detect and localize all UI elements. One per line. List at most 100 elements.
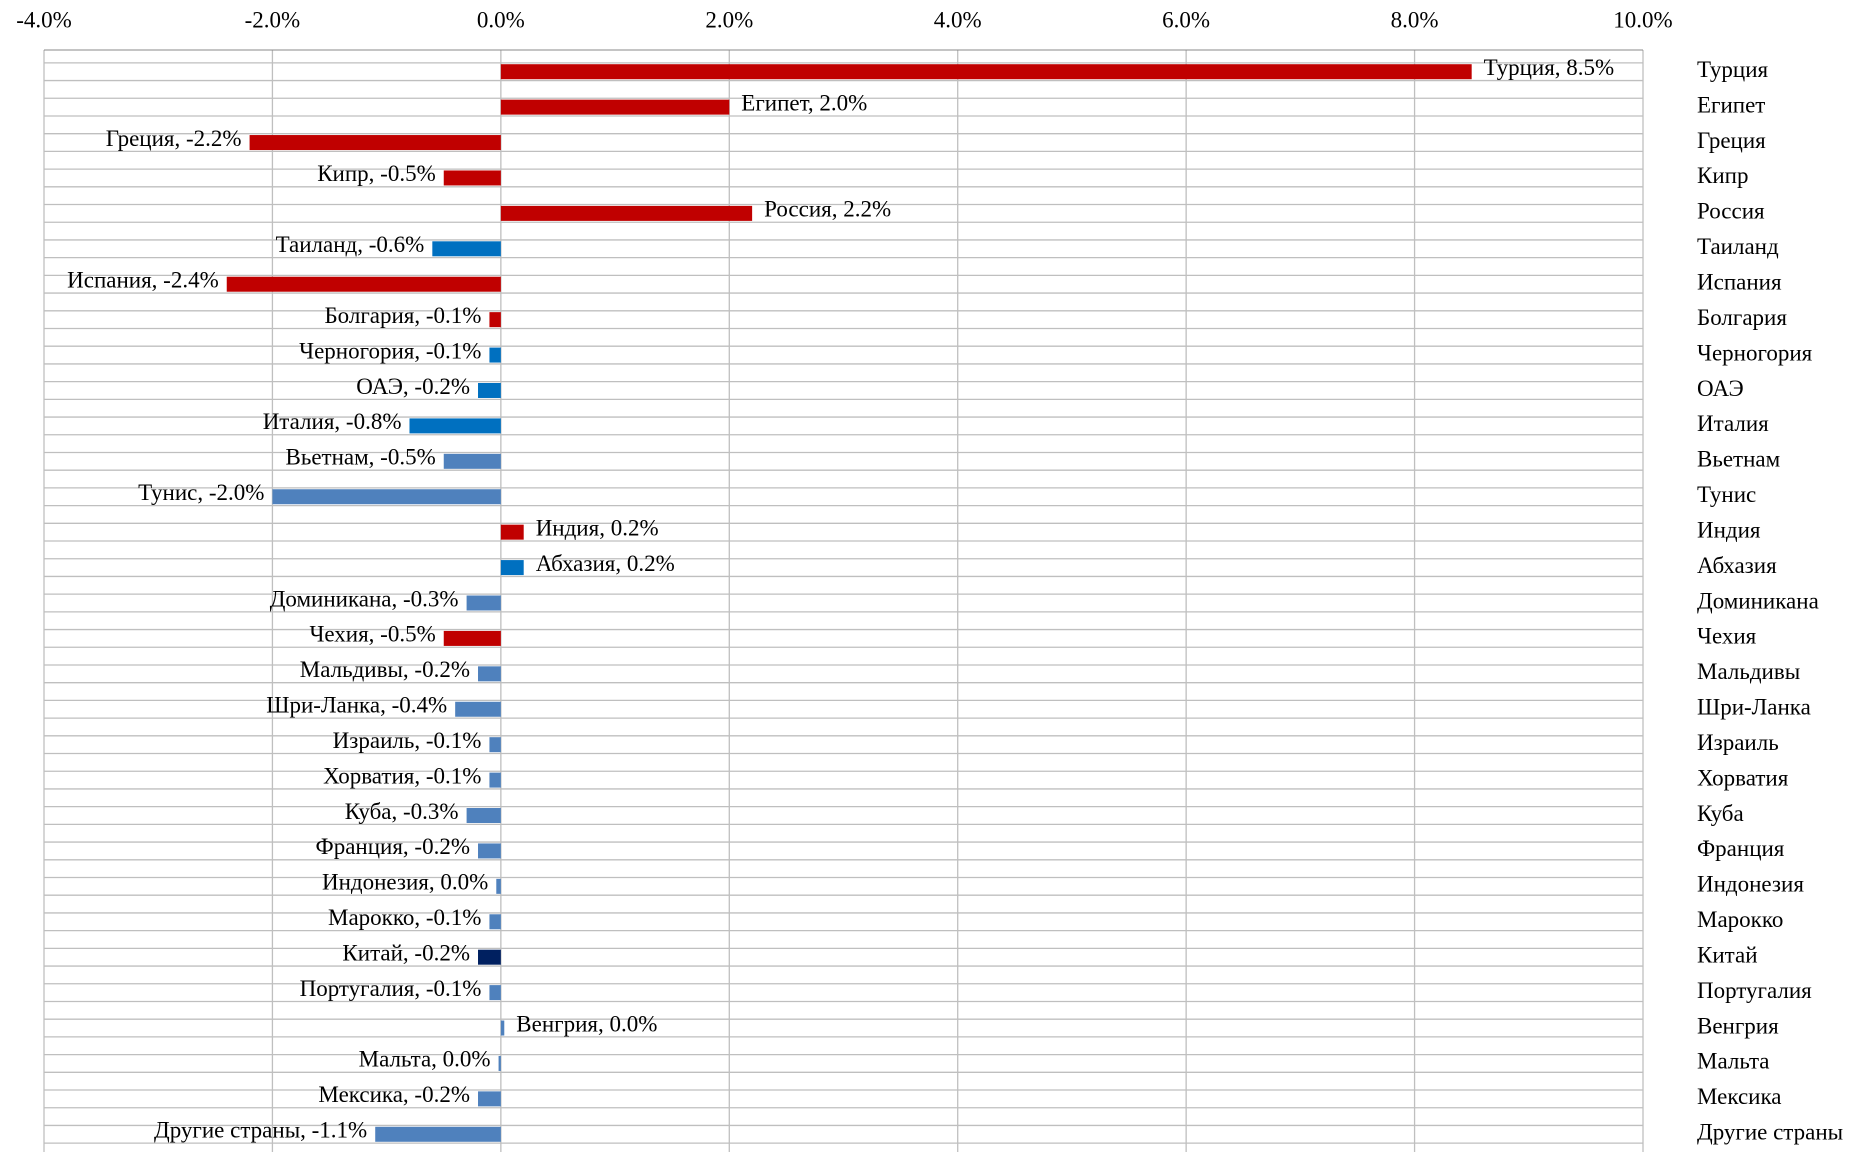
y-tick-label: Турция <box>1697 57 1769 82</box>
data-label: Хорватия, -0.1% <box>323 763 481 788</box>
y-tick-label: Шри-Ланка <box>1697 695 1811 720</box>
bar <box>455 701 501 717</box>
bar <box>478 843 501 859</box>
bar <box>500 1020 505 1036</box>
y-tick-label: Абхазия <box>1697 553 1777 578</box>
bar <box>489 985 501 1001</box>
data-label: Тунис, -2.0% <box>138 480 264 505</box>
bar <box>272 489 501 505</box>
data-label: Вьетнам, -0.5% <box>286 445 436 470</box>
data-label: Италия, -0.8% <box>263 409 402 434</box>
bar <box>249 135 501 151</box>
data-label: Кипр, -0.5% <box>317 161 436 186</box>
data-label: Китай, -0.2% <box>342 940 470 965</box>
bar <box>478 666 501 682</box>
bar <box>478 949 501 965</box>
y-tick-label: Португалия <box>1697 978 1812 1003</box>
data-label: Куба, -0.3% <box>345 799 459 824</box>
y-tick-label: Мальта <box>1697 1049 1770 1074</box>
bar <box>375 1126 501 1142</box>
data-label: Россия, 2.2% <box>764 197 891 222</box>
x-tick-label: 0.0% <box>477 7 525 32</box>
x-tick-label: -4.0% <box>16 7 72 32</box>
bar <box>489 737 501 753</box>
data-label: Индонезия, 0.0% <box>322 870 488 895</box>
y-tick-label: Кипр <box>1697 163 1748 188</box>
bar <box>478 382 501 398</box>
y-tick-label: Испания <box>1697 270 1782 295</box>
data-label: Израиль, -0.1% <box>333 728 482 753</box>
y-tick-label: Мальдивы <box>1697 659 1800 684</box>
data-label: Таиланд, -0.6% <box>276 232 425 257</box>
y-tick-label: Китай <box>1697 942 1758 967</box>
data-label: Шри-Ланка, -0.4% <box>266 693 447 718</box>
data-label: Мексика, -0.2% <box>318 1082 470 1107</box>
y-tick-label: Таиланд <box>1697 234 1779 259</box>
data-label: Марокко, -0.1% <box>328 905 481 930</box>
data-label: Болгария, -0.1% <box>324 303 481 328</box>
y-tick-label: Хорватия <box>1697 765 1789 790</box>
bar <box>443 170 501 186</box>
bar <box>466 808 501 824</box>
data-label: Турция, 8.5% <box>1484 55 1615 80</box>
x-tick-label: -2.0% <box>245 7 301 32</box>
bar <box>489 914 501 930</box>
data-label: Мальдивы, -0.2% <box>300 657 470 682</box>
y-tick-label: Индонезия <box>1697 872 1804 897</box>
bar <box>500 560 524 576</box>
bar <box>478 1091 501 1107</box>
y-tick-label: Индия <box>1697 517 1761 542</box>
y-tick-label: Доминикана <box>1697 588 1819 613</box>
data-label: Черногория, -0.1% <box>299 338 481 363</box>
y-tick-label: ОАЭ <box>1697 376 1744 401</box>
y-tick-label: Египет <box>1697 92 1765 117</box>
y-tick-label: Вьетнам <box>1697 447 1781 472</box>
y-tick-label: Италия <box>1697 411 1769 436</box>
y-tick-label: Россия <box>1697 199 1765 224</box>
y-tick-label: Болгария <box>1697 305 1787 330</box>
bar <box>226 276 501 292</box>
y-tick-label: Мексика <box>1697 1084 1782 1109</box>
bar <box>489 312 501 328</box>
data-label: Португалия, -0.1% <box>300 976 482 1001</box>
bar <box>500 99 730 115</box>
bar <box>409 418 501 434</box>
data-label: Другие страны, -1.1% <box>154 1118 367 1143</box>
data-label: Индия, 0.2% <box>536 515 659 540</box>
bar <box>443 453 501 469</box>
y-tick-label: Куба <box>1697 801 1744 826</box>
data-label: Франция, -0.2% <box>316 834 470 859</box>
bar <box>498 1055 501 1071</box>
data-label: Доминикана, -0.3% <box>270 586 459 611</box>
y-tick-label: Черногория <box>1697 340 1813 365</box>
bar <box>443 630 501 646</box>
y-tick-label: Франция <box>1697 836 1785 861</box>
x-tick-label: 4.0% <box>934 7 982 32</box>
y-tick-label: Другие страны <box>1697 1120 1843 1145</box>
data-label: Венгрия, 0.0% <box>516 1011 657 1036</box>
bar <box>500 64 1472 80</box>
data-label: ОАЭ, -0.2% <box>356 374 470 399</box>
y-tick-label: Греция <box>1697 128 1766 153</box>
y-tick-label: Тунис <box>1697 482 1756 507</box>
data-label: Мальта, 0.0% <box>359 1047 491 1072</box>
data-label: Абхазия, 0.2% <box>536 551 675 576</box>
bar <box>489 772 501 788</box>
bar <box>500 524 524 540</box>
bar <box>432 241 501 257</box>
bar <box>466 595 501 611</box>
data-label: Египет, 2.0% <box>741 90 867 115</box>
y-tick-label: Израиль <box>1697 730 1779 755</box>
y-tick-label: Чехия <box>1697 624 1757 649</box>
bar <box>489 347 501 363</box>
data-label: Чехия, -0.5% <box>309 622 435 647</box>
y-tick-label: Венгрия <box>1697 1013 1779 1038</box>
bar <box>500 205 753 221</box>
x-tick-label: 6.0% <box>1162 7 1210 32</box>
data-label: Испания, -2.4% <box>67 268 219 293</box>
bar <box>496 878 501 894</box>
x-tick-label: 10.0% <box>1613 7 1672 32</box>
y-tick-label: Марокко <box>1697 907 1783 932</box>
x-tick-label: 8.0% <box>1391 7 1439 32</box>
